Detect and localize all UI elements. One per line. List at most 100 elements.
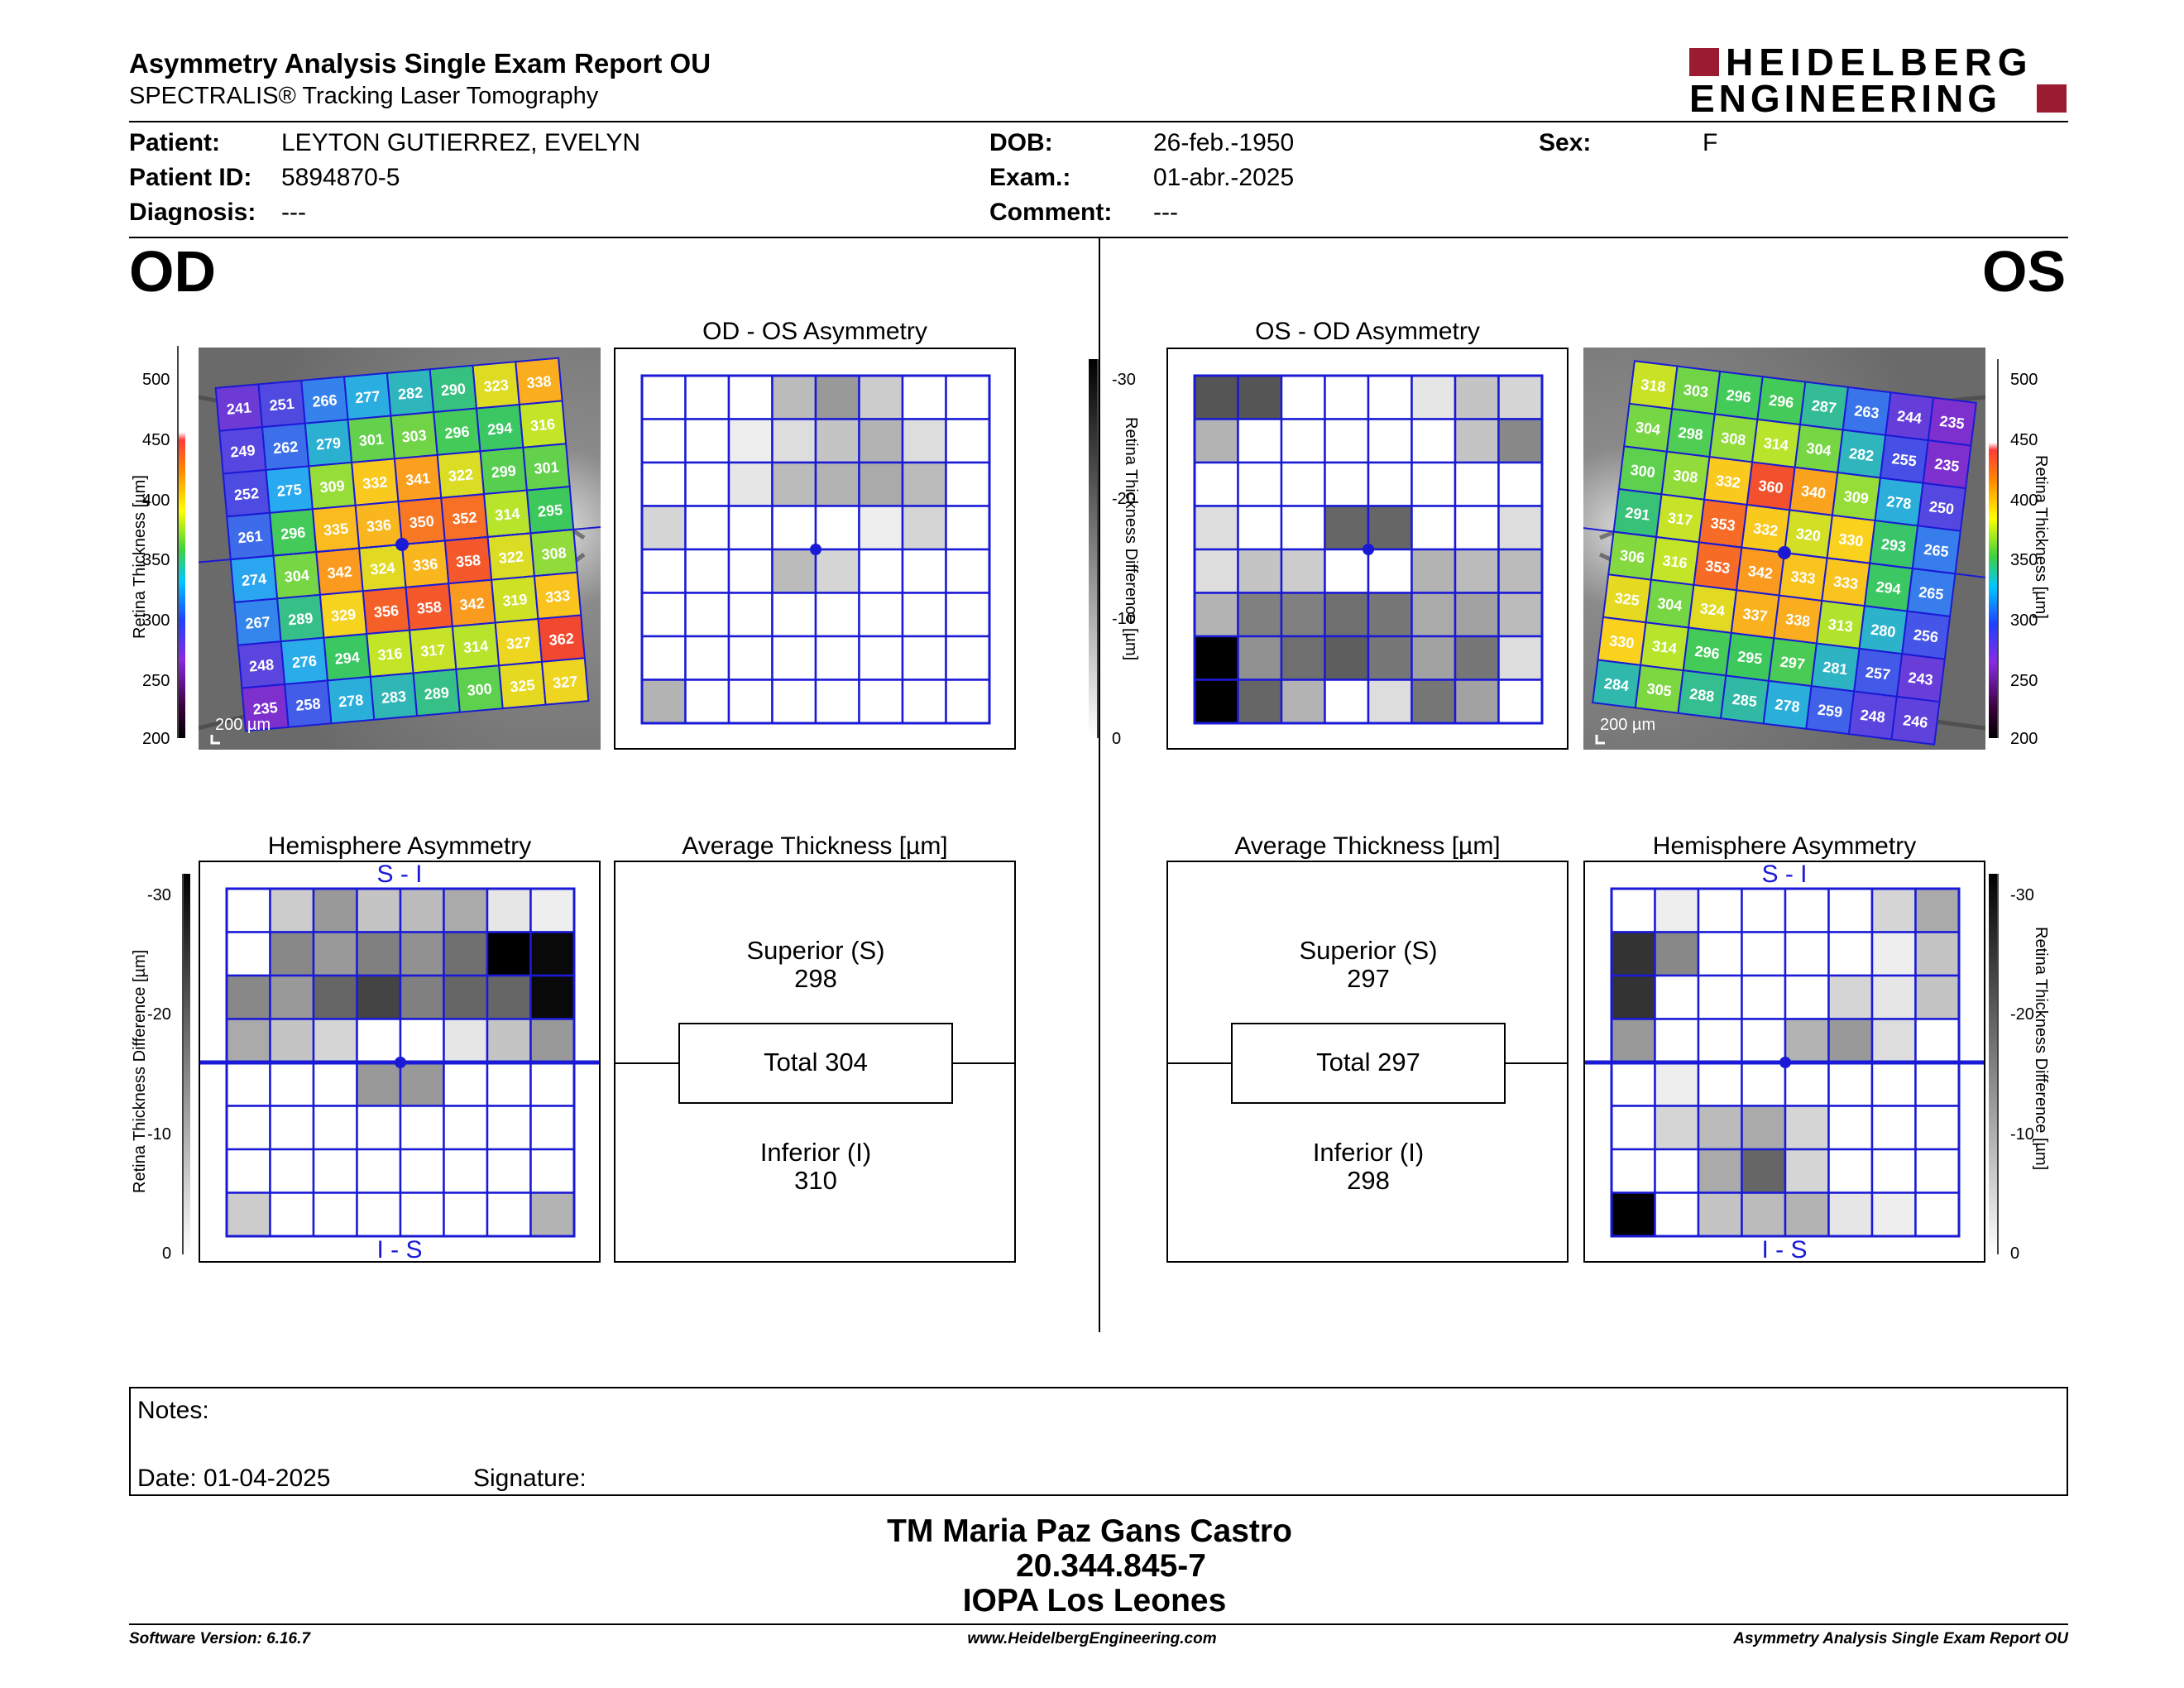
thickness-value: 241 [226,399,252,418]
thickness-value: 313 [1827,616,1854,635]
grid-border [1193,374,1544,725]
od-inferior-value: 310 [794,1166,837,1195]
grid-cell [1280,679,1326,725]
operator-name: TM Maria Paz Gans Castro [887,1513,1292,1549]
thickness-value: 251 [269,396,295,415]
grid-cell [1870,931,1917,977]
comment-label: Comment: [989,199,1113,226]
thickness-value: 248 [1860,707,1886,727]
grid-cell [1654,1148,1700,1194]
thickness-value: 285 [1731,691,1758,711]
grid-cell [1497,548,1544,594]
thickness-value: 296 [1768,391,1794,411]
od-tick-500: 500 [142,371,170,389]
grid-cell [727,505,774,551]
report-subtitle: SPECTRALIS® Tracking Laser Tomography [129,83,599,109]
footer-divider [129,1623,2068,1625]
thickness-value: 294 [486,420,513,439]
grid-cell [443,1148,489,1194]
thickness-value: 296 [1726,386,1752,406]
thickness-value: 309 [1843,487,1870,507]
grid-cell [1827,1018,1874,1064]
thickness-value: 306 [1619,547,1645,567]
os-asym-tick-20: -20 [1112,490,1136,508]
grid-cell [443,1061,489,1107]
thickness-value: 329 [330,606,357,625]
thickness-grid: 241 251 266 277 282 290 323 338 249 262 279 301 303 2… [199,357,601,732]
notes-box[interactable]: Notes: Date: 01-04-2025 Signature: [129,1387,2068,1496]
os-diff-axis-label: Retina Thickness Difference [µm] [2032,927,2050,1171]
fovea-marker [395,538,409,551]
os-superior-label: Superior (S) [1299,936,1438,965]
grid-cell [684,505,730,551]
grid-cell [529,1192,576,1238]
operator-rut: 20.344.845-7 [1016,1548,1206,1584]
grid-cell [1697,974,1743,1020]
grid-cell [1497,461,1544,507]
exam-label: Exam.: [989,164,1071,191]
grid-cell [1410,635,1457,681]
thickness-value: 249 [230,442,256,461]
grid-cell [269,931,315,977]
grid-cell [225,931,271,977]
logo-text-line2: ENGINEERING [1689,77,2002,120]
grid-cell [814,461,860,507]
grid-cell [901,548,947,594]
grid-cell [1454,635,1500,681]
website-link[interactable]: www.HeidelbergEngineering.com [967,1630,1217,1647]
grid-cell [1654,1105,1700,1151]
grid-cell [1610,931,1656,977]
thickness-value: 336 [412,555,438,574]
thickness-value: 267 [245,613,271,632]
grid-cell [771,461,817,507]
grid-cell [858,548,904,594]
grid-cell [529,887,576,933]
grid-cell [1497,635,1544,681]
thickness-value: 299 [491,463,517,482]
grid-cell [901,592,947,638]
thickness-value: 322 [448,466,474,485]
hemi-bottom-label: I - S [376,1236,422,1261]
logo-text-line1: HEIDELBERG [1726,41,2033,84]
thickness-value: 279 [315,434,342,453]
grid-cell [356,1018,402,1064]
grid-cell [1784,1105,1830,1151]
grid-cell [814,679,860,725]
od-asym-title: OD - OS Asymmetry [702,318,927,345]
grid-cell [225,1018,271,1064]
thickness-value: 301 [358,430,385,449]
grid-cell [1610,887,1656,933]
grid-cell [1193,635,1239,681]
thickness-value: 324 [370,559,396,578]
grid-cell [486,931,532,977]
grid-cell [1741,1018,1787,1064]
grid-cell [1454,374,1500,420]
grid-cell [771,592,817,638]
grid-cell [1741,1061,1787,1107]
grid-cell [1741,1105,1787,1151]
date-label: Date: 01-04-2025 [137,1465,331,1492]
grid-cell [1610,1105,1656,1151]
os-tick-300: 300 [2010,611,2038,630]
thickness-cell [540,657,590,706]
logo-square-top [1689,48,1719,76]
grid-cell [1784,1018,1830,1064]
thickness-value: 258 [295,695,322,714]
grid-cell [858,592,904,638]
grid-cell [529,1105,576,1151]
os-asym-tick-10: -10 [1112,610,1136,628]
thickness-value: 259 [1817,701,1843,721]
thickness-value: 300 [467,680,493,699]
os-tick-400: 400 [2010,492,2038,510]
thickness-value: 338 [1784,611,1811,631]
grid-border [640,374,991,725]
grid-cell [945,505,991,551]
grid-cell [1237,548,1283,594]
os-asym-tick-30: -30 [1112,371,1136,389]
grid-cell [684,592,730,638]
grid-cell [771,374,817,420]
grid-cell [1410,461,1457,507]
grid-cell [312,1018,358,1064]
grid-cell [312,1192,358,1238]
grid-cell [269,1192,315,1238]
